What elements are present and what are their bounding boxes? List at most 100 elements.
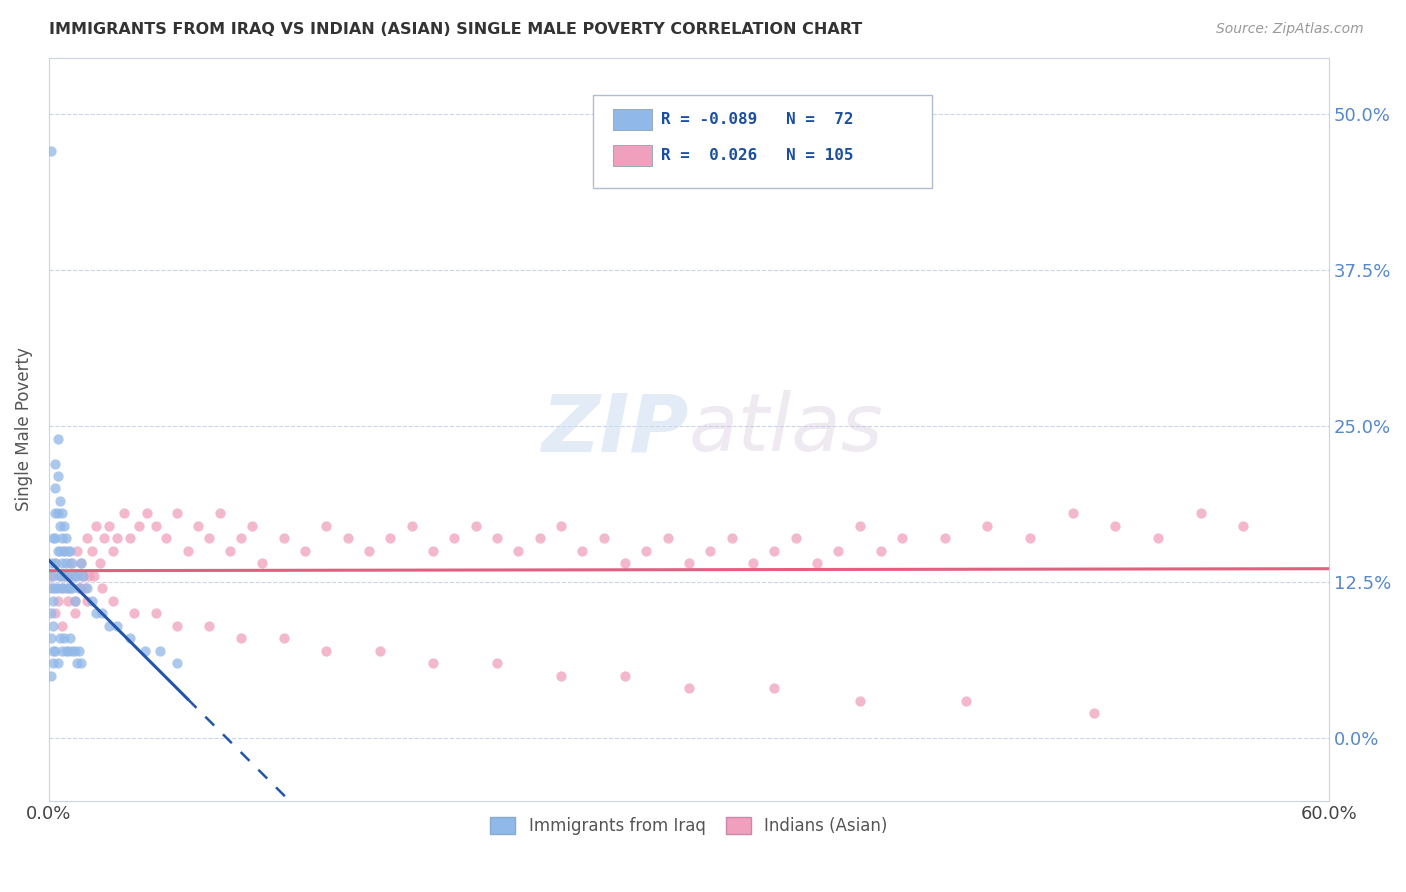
Point: [1232, 519, 1254, 533]
Point: [592, 532, 614, 546]
Point: [485, 657, 508, 671]
Point: [294, 544, 316, 558]
Point: [67, 582, 90, 596]
Point: [1019, 532, 1042, 546]
Point: [678, 681, 700, 696]
Point: [39, 569, 62, 583]
Y-axis label: Single Male Poverty: Single Male Poverty: [15, 347, 32, 511]
Point: [368, 644, 391, 658]
Point: [145, 519, 167, 533]
Point: [80, 594, 103, 608]
Point: [198, 532, 221, 546]
Point: [891, 532, 914, 546]
Point: [678, 557, 700, 571]
Point: [848, 694, 870, 708]
Point: [51, 532, 73, 546]
Point: [976, 519, 998, 533]
Point: [166, 657, 188, 671]
Point: [1062, 507, 1084, 521]
Point: [70, 557, 93, 571]
Point: [422, 657, 444, 671]
Point: [80, 544, 103, 558]
Point: [44, 507, 66, 521]
Point: [176, 544, 198, 558]
Point: [848, 519, 870, 533]
Point: [529, 532, 551, 546]
Point: [76, 532, 98, 546]
Point: [869, 544, 891, 558]
Point: [166, 619, 188, 633]
Point: [67, 644, 90, 658]
Point: [39, 669, 62, 683]
Point: [273, 532, 295, 546]
FancyBboxPatch shape: [613, 109, 652, 130]
Point: [613, 669, 636, 683]
Point: [187, 519, 209, 533]
Point: [76, 582, 98, 596]
Point: [83, 569, 105, 583]
Point: [52, 544, 75, 558]
Point: [39, 582, 62, 596]
Point: [52, 569, 75, 583]
Point: [48, 632, 70, 646]
Point: [48, 519, 70, 533]
Point: [39, 557, 62, 571]
Point: [336, 532, 359, 546]
Point: [46, 544, 69, 558]
Point: [48, 494, 70, 508]
Point: [273, 632, 295, 646]
Point: [48, 569, 70, 583]
Point: [763, 544, 786, 558]
Point: [55, 644, 77, 658]
Point: [44, 482, 66, 496]
Point: [219, 544, 242, 558]
Point: [56, 569, 79, 583]
Point: [101, 594, 124, 608]
Point: [51, 619, 73, 633]
Point: [105, 532, 128, 546]
Point: [67, 582, 90, 596]
Point: [934, 532, 956, 546]
Point: [571, 544, 593, 558]
Point: [422, 544, 444, 558]
Legend: Immigrants from Iraq, Indians (Asian): Immigrants from Iraq, Indians (Asian): [485, 813, 893, 840]
Point: [198, 619, 221, 633]
Point: [124, 607, 146, 621]
Point: [741, 557, 763, 571]
Point: [44, 557, 66, 571]
Point: [357, 544, 380, 558]
Point: [46, 657, 69, 671]
Point: [55, 569, 77, 583]
Point: [48, 544, 70, 558]
Point: [550, 519, 572, 533]
Point: [315, 519, 337, 533]
Point: [101, 544, 124, 558]
Text: atlas: atlas: [689, 390, 883, 468]
Point: [105, 619, 128, 633]
Point: [46, 507, 69, 521]
Point: [89, 557, 111, 571]
Point: [240, 519, 263, 533]
Point: [657, 532, 679, 546]
Point: [59, 557, 82, 571]
Point: [208, 507, 231, 521]
Point: [51, 507, 73, 521]
Point: [613, 557, 636, 571]
Point: [51, 582, 73, 596]
FancyBboxPatch shape: [613, 145, 652, 166]
Point: [46, 469, 69, 483]
Point: [70, 582, 93, 596]
Point: [72, 569, 94, 583]
Point: [72, 569, 94, 583]
Point: [46, 594, 69, 608]
Point: [46, 432, 69, 446]
Point: [63, 594, 86, 608]
Point: [75, 582, 97, 596]
Point: [55, 532, 77, 546]
Point: [42, 582, 65, 596]
Point: [485, 532, 508, 546]
Point: [66, 569, 89, 583]
Point: [44, 644, 66, 658]
Point: [44, 532, 66, 546]
Point: [51, 644, 73, 658]
